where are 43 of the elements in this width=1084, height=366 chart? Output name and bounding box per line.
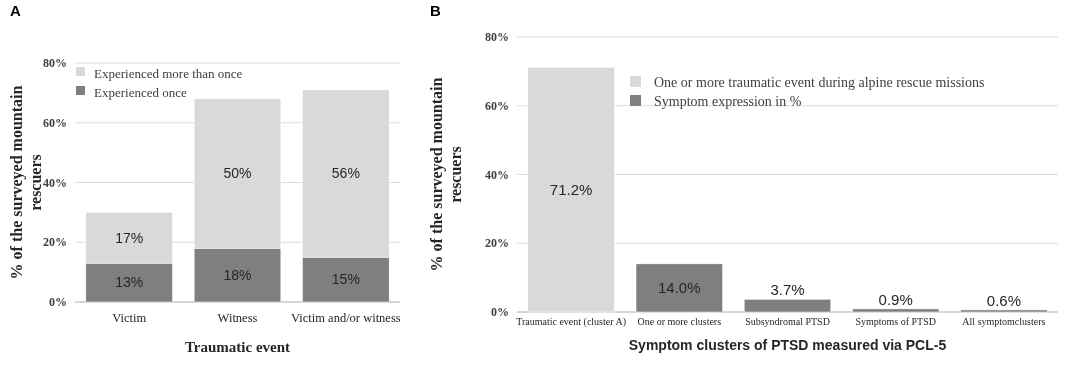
- x-tick-label: Victim and/or witness: [291, 311, 401, 325]
- y-tick-label: 40%: [485, 167, 509, 182]
- legend-label: Experienced more than once: [94, 65, 243, 81]
- bar: [852, 308, 940, 313]
- y-axis-title: % of the surveyed mountain rescuers: [428, 77, 464, 272]
- data-label: 50%: [223, 165, 252, 182]
- x-tick-label: Victim: [112, 311, 147, 325]
- data-label: 13%: [115, 274, 144, 291]
- bar: [743, 299, 832, 313]
- x-tick-label: Traumatic event (cluster A): [516, 316, 627, 328]
- x-tick-label: All symptomclusters: [962, 316, 1046, 327]
- y-tick-label: 40%: [43, 175, 67, 190]
- x-tick-label: Subsyndromal PTSD: [745, 316, 830, 327]
- legend-label: Experienced once: [94, 84, 187, 100]
- y-tick-label: 60%: [485, 98, 509, 113]
- data-label: 3.7%: [770, 281, 805, 299]
- x-tick-label: Witness: [217, 311, 258, 325]
- y-tick-label: 80%: [43, 56, 67, 71]
- data-label: 71.2%: [549, 180, 593, 198]
- data-label: 0.9%: [878, 290, 913, 308]
- x-axis-title: Symptom clusters of PTSD measured via PCL-5: [628, 337, 947, 353]
- y-axis-title: % of the surveyed mountain rescuers: [8, 85, 44, 280]
- bar: [635, 263, 723, 313]
- x-axis-title: Traumatic event: [184, 339, 291, 355]
- x-tick-label: Symptoms of PTSD: [855, 316, 936, 327]
- data-label: 56%: [331, 165, 360, 182]
- y-tick-label: 0%: [491, 305, 509, 320]
- data-label: 15%: [331, 271, 360, 288]
- bar: [960, 309, 1048, 313]
- data-label: 18%: [223, 267, 252, 284]
- x-tick-label: One or more clusters: [637, 316, 722, 327]
- y-tick-label: 20%: [485, 236, 509, 251]
- y-tick-label: 60%: [43, 115, 67, 130]
- legend-label: One or more traumatic event during alpine rescue missions: [654, 74, 985, 90]
- data-label: 0.6%: [986, 291, 1021, 309]
- chart-title: A: [10, 2, 21, 19]
- data-label: 17%: [115, 229, 144, 246]
- y-tick-label: 80%: [485, 30, 509, 45]
- y-tick-label: 20%: [43, 235, 67, 250]
- legend-label: Symptom expression in %: [654, 93, 802, 109]
- y-tick-label: 0%: [49, 295, 67, 310]
- data-label: 14.0%: [658, 279, 701, 297]
- chart-title: B: [430, 2, 441, 19]
